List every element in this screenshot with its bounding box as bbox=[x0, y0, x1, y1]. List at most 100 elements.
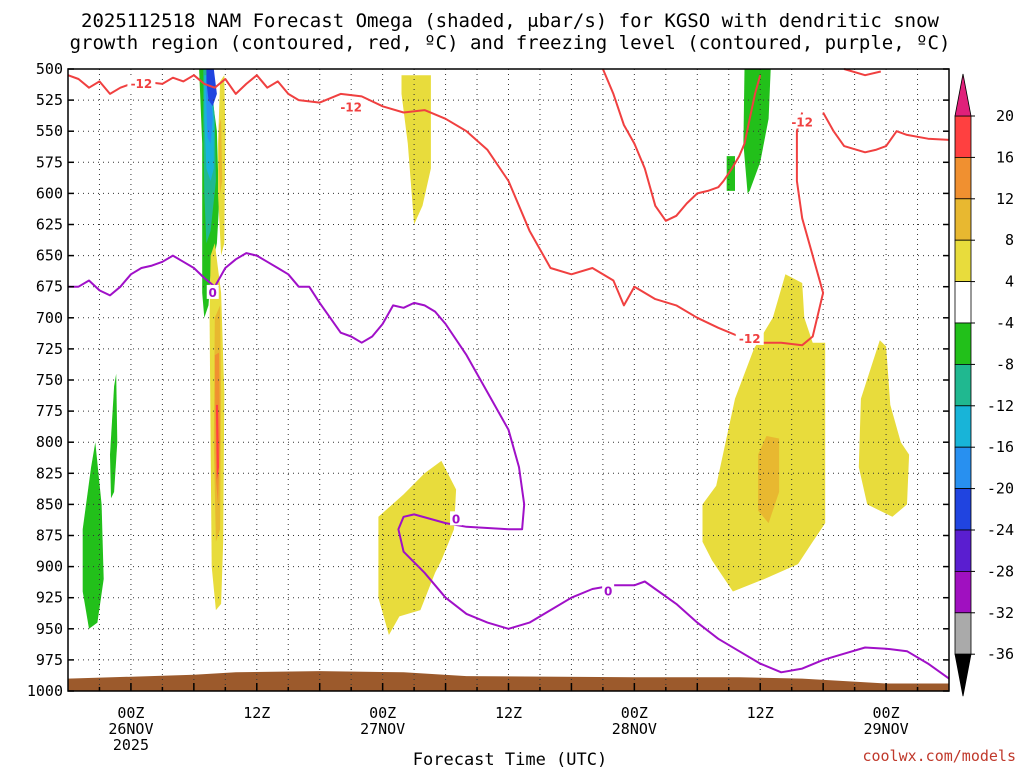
colorbar-bottom-arrow bbox=[954, 653, 972, 697]
colorbar-label-8: -12 bbox=[987, 397, 1014, 415]
x-tick-label-6-1: 00Z bbox=[117, 704, 144, 722]
chart-title-line-2: growth region (contoured, red, ºC) and f… bbox=[70, 32, 951, 54]
colorbar-top-arrow bbox=[954, 73, 972, 117]
dendritic-contour-3 bbox=[822, 112, 950, 154]
y-tick-label-900: 900 bbox=[36, 558, 63, 576]
dendritic-label-bg-1 bbox=[127, 75, 156, 90]
y-tick-label-700: 700 bbox=[36, 309, 63, 327]
chart-title: 2025112518 NAM Forecast Omega (shaded, μ… bbox=[70, 10, 951, 54]
colorbar-label-11: -24 bbox=[987, 521, 1014, 539]
colorbar-bin-2 bbox=[954, 156, 972, 200]
freezing-label-3: 0 bbox=[604, 584, 612, 598]
freezing-label-bg-2 bbox=[450, 511, 463, 526]
x-tick-label-6-2: 26NOV bbox=[108, 720, 153, 738]
y-tick-label-825: 825 bbox=[36, 464, 63, 482]
dendritic-label-3: -12 bbox=[791, 115, 813, 129]
y-tick-label-675: 675 bbox=[36, 278, 63, 296]
y-tick-label-850: 850 bbox=[36, 495, 63, 513]
omega-region-10 bbox=[401, 75, 431, 225]
y-tick-label-800: 800 bbox=[36, 433, 63, 451]
omega-region-7 bbox=[206, 69, 217, 107]
colorbar-label-1: 20 bbox=[996, 107, 1014, 125]
y-tick-label-950: 950 bbox=[36, 620, 63, 638]
omega-region-2 bbox=[110, 373, 118, 499]
colorbar-label-7: -8 bbox=[996, 355, 1014, 373]
x-tick-label-78-2: 29NOV bbox=[863, 720, 908, 738]
colorbar-bin-1 bbox=[954, 115, 972, 158]
chart-title-line-1: 2025112518 NAM Forecast Omega (shaded, μ… bbox=[81, 10, 939, 32]
y-tick-label-975: 975 bbox=[36, 651, 63, 669]
colorbar-label-14: -36 bbox=[987, 645, 1014, 663]
x-tick-label-6-3: 2025 bbox=[113, 736, 149, 754]
x-tick-label-78-1: 00Z bbox=[873, 704, 900, 722]
colorbar-label-10: -20 bbox=[987, 480, 1014, 498]
omega-region-13 bbox=[858, 340, 910, 517]
x-tick-label-42-1: 12Z bbox=[495, 704, 522, 722]
grid-layer bbox=[68, 68, 950, 692]
omega-region-18 bbox=[215, 404, 219, 480]
y-tick-label-550: 550 bbox=[36, 122, 63, 140]
y-tick-label-725: 725 bbox=[36, 340, 63, 358]
credit-link[interactable]: coolwx.com/models bbox=[862, 747, 1016, 765]
colorbar-bin-8 bbox=[954, 405, 972, 448]
dendritic-label-bg-2 bbox=[337, 99, 366, 114]
freezing-label-1: 0 bbox=[209, 286, 217, 300]
freezing-label-bg-1 bbox=[206, 284, 219, 299]
y-tick-label-500: 500 bbox=[36, 60, 63, 78]
dendritic-contour-4 bbox=[843, 68, 882, 77]
colorbar-bin-6 bbox=[954, 322, 972, 365]
colorbar-label-13: -32 bbox=[987, 604, 1014, 622]
freezing-contour-1 bbox=[68, 252, 950, 680]
omega-region-12 bbox=[702, 274, 826, 592]
y-tick-label-600: 600 bbox=[36, 184, 63, 202]
colorbar-bin-11 bbox=[954, 529, 972, 572]
terrain-layer bbox=[68, 671, 949, 691]
dendritic-label-1: -12 bbox=[131, 77, 153, 91]
colorbar-bin-13 bbox=[954, 612, 972, 655]
freezing-label-2: 0 bbox=[452, 512, 460, 526]
dendritic-contour-2 bbox=[601, 68, 762, 222]
dendritic-label-bg-3 bbox=[788, 114, 817, 129]
dendritic-label-bg-4 bbox=[735, 330, 764, 345]
dendritic-label-4: -12 bbox=[739, 332, 761, 346]
x-tick-label-30-2: 27NOV bbox=[360, 720, 405, 738]
y-tick-label-525: 525 bbox=[36, 91, 63, 109]
omega-region-15 bbox=[219, 118, 223, 194]
x-tick-label-54-2: 28NOV bbox=[612, 720, 657, 738]
colorbar-bin-9 bbox=[954, 446, 972, 490]
y-axis-ticks: 500 525 550 575 600 625 650 675 700 725 750 775 800 8… bbox=[27, 60, 949, 700]
y-tick-label-925: 925 bbox=[36, 589, 63, 607]
x-tick-label-18-1: 12Z bbox=[243, 704, 270, 722]
colorbar-label-6: -4 bbox=[996, 314, 1014, 332]
colorbar-bin-4 bbox=[954, 239, 972, 282]
y-tick-label-575: 575 bbox=[36, 153, 63, 171]
colorbar-bin-3 bbox=[954, 198, 972, 241]
freezing-level-contour-layer: 0 0 0 bbox=[68, 252, 950, 680]
colorbar-bin-5 bbox=[954, 281, 972, 324]
colorbar-bin-12 bbox=[954, 571, 972, 614]
terrain-fill bbox=[68, 671, 949, 691]
y-tick-label-650: 650 bbox=[36, 247, 63, 265]
dendritic-label-2: -12 bbox=[340, 101, 362, 115]
colorbar-label-3: 12 bbox=[996, 190, 1014, 208]
colorbar-label-2: 16 bbox=[996, 148, 1014, 166]
omega-shading-layer bbox=[82, 69, 910, 635]
colorbar-bin-10 bbox=[954, 488, 972, 531]
omega-colorbar: 20 16 12 8 4 -4 -8 -12 -16 -20 -24 -28 -32 -36 bbox=[954, 73, 1014, 697]
colorbar-label-9: -16 bbox=[987, 438, 1014, 456]
colorbar-label-5: 4 bbox=[1005, 273, 1014, 291]
x-tick-label-30-1: 00Z bbox=[369, 704, 396, 722]
y-tick-label-875: 875 bbox=[36, 527, 63, 545]
dendritic-contour-layer: -12 -12 -12 -12 bbox=[67, 68, 950, 347]
x-tick-label-54-1: 00Z bbox=[621, 704, 648, 722]
colorbar-label-4: 8 bbox=[1005, 231, 1014, 249]
y-tick-label-1000: 1000 bbox=[27, 682, 63, 700]
freezing-label-bg-3 bbox=[602, 583, 615, 598]
omega-region-11 bbox=[378, 460, 457, 635]
x-axis-label: Forecast Time (UTC) bbox=[413, 750, 607, 768]
y-tick-label-750: 750 bbox=[36, 371, 63, 389]
x-tick-label-66-1: 12Z bbox=[747, 704, 774, 722]
y-tick-label-775: 775 bbox=[36, 402, 63, 420]
